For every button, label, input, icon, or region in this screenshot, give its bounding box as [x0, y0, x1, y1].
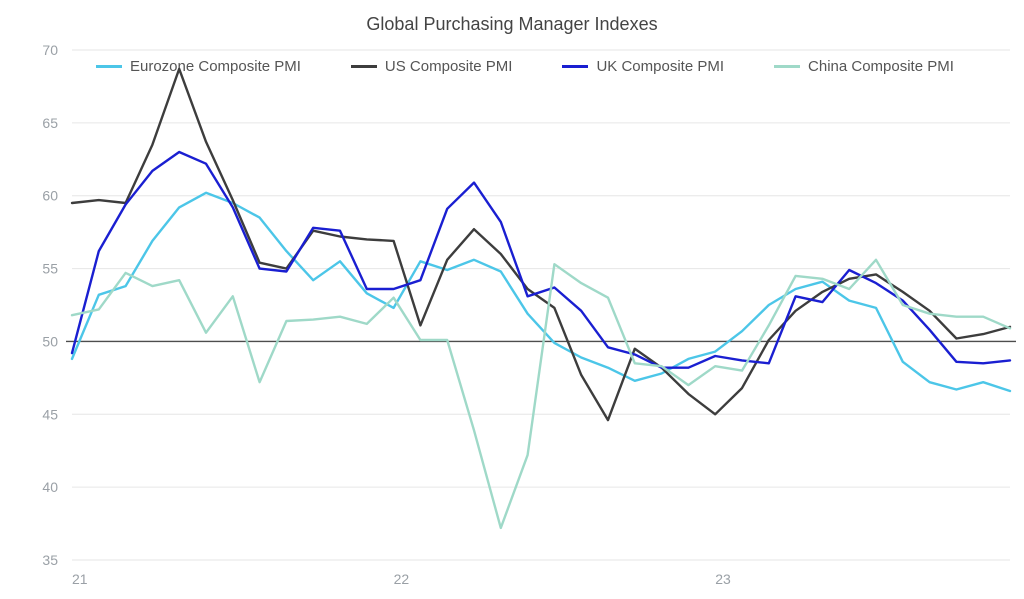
pmi-chart: Global Purchasing Manager Indexes Eurozo… — [0, 0, 1024, 599]
y-tick-label: 35 — [42, 552, 58, 568]
x-tick-label: 23 — [715, 571, 731, 587]
y-tick-label: 45 — [42, 406, 58, 422]
x-tick-label: 22 — [394, 571, 410, 587]
y-tick-label: 60 — [42, 188, 58, 204]
y-tick-label: 65 — [42, 115, 58, 131]
y-tick-label: 70 — [42, 42, 58, 58]
series-line — [72, 260, 1010, 528]
y-tick-label: 50 — [42, 333, 58, 349]
y-tick-label: 40 — [42, 479, 58, 495]
x-tick-label: 21 — [72, 571, 88, 587]
series-line — [72, 152, 1010, 368]
chart-svg: 35 40 45 50 55 60 65 70 21 22 23 — [0, 0, 1024, 599]
y-tick-label: 55 — [42, 261, 58, 277]
